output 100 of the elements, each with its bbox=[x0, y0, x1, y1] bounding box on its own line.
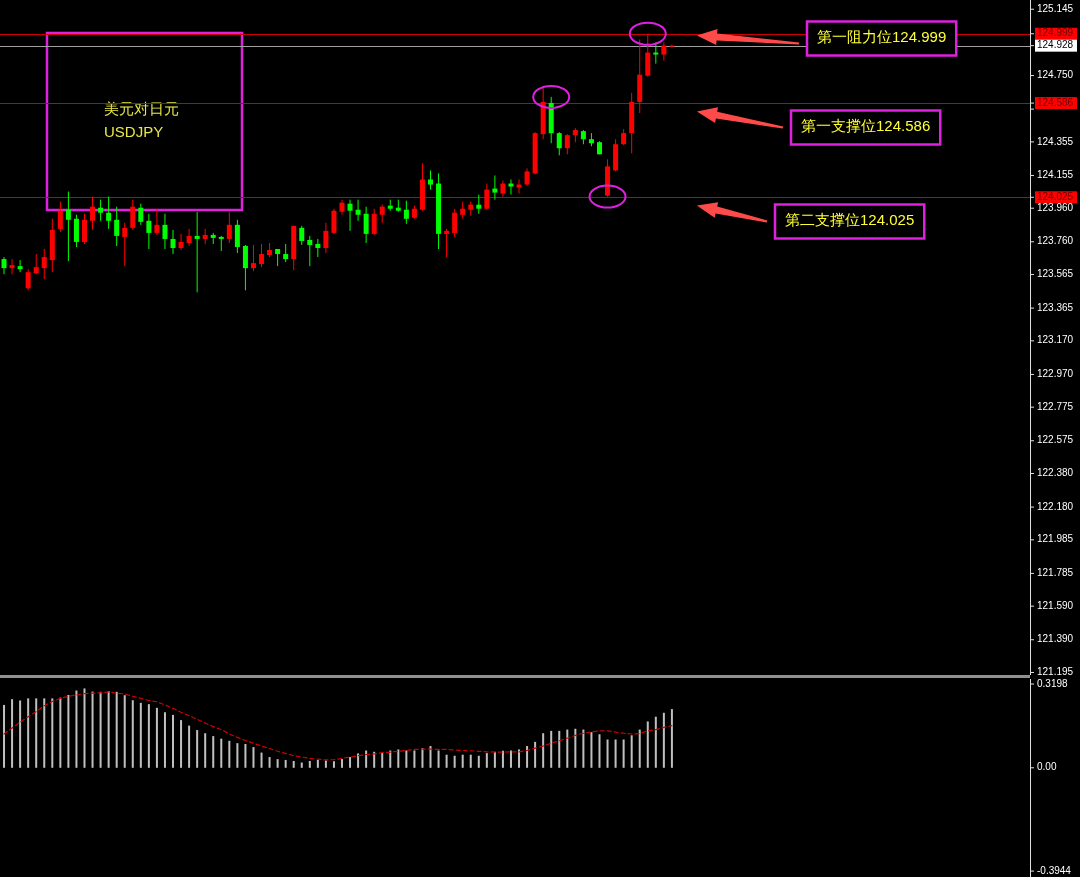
candlestick bbox=[250, 244, 256, 272]
candlestick bbox=[186, 228, 192, 247]
bar bbox=[453, 755, 456, 768]
bar bbox=[606, 739, 609, 768]
y-tick-label: 122.380 bbox=[1037, 467, 1074, 479]
candlestick bbox=[170, 229, 176, 255]
candlestick bbox=[114, 206, 120, 247]
bar bbox=[155, 707, 158, 768]
candlestick bbox=[146, 213, 152, 250]
bar bbox=[268, 757, 271, 768]
candlestick bbox=[347, 199, 353, 232]
y-tick-label: 121.985 bbox=[1037, 533, 1074, 545]
bar bbox=[228, 740, 231, 768]
y-tick-label: 123.565 bbox=[1037, 268, 1074, 280]
bar bbox=[332, 761, 335, 768]
bar bbox=[27, 698, 30, 768]
candlestick bbox=[444, 228, 450, 258]
y-tick-label: -0.3944 bbox=[1037, 864, 1072, 876]
line-series bbox=[3, 691, 673, 761]
y-tick-label: 125.145 bbox=[1037, 2, 1074, 14]
y-tick-label: 124.928 bbox=[1037, 39, 1074, 51]
bar bbox=[469, 754, 472, 768]
ref-line-label: 第一支撑位124.586 bbox=[801, 117, 931, 135]
bar bbox=[204, 733, 207, 768]
bar bbox=[276, 759, 279, 768]
candlestick bbox=[81, 213, 87, 245]
bar bbox=[582, 729, 585, 768]
candlestick bbox=[106, 196, 112, 230]
candlestick bbox=[57, 201, 63, 233]
bar bbox=[99, 691, 102, 768]
bar bbox=[51, 698, 54, 768]
bar bbox=[244, 743, 247, 768]
bar bbox=[340, 759, 343, 768]
bar bbox=[115, 691, 118, 768]
ref-line-label: 第二支撑位124.025 bbox=[785, 211, 915, 229]
bar bbox=[542, 733, 545, 768]
bar bbox=[300, 762, 303, 768]
bar bbox=[662, 712, 665, 768]
candlestick bbox=[162, 213, 168, 250]
bar bbox=[429, 746, 432, 768]
bar bbox=[212, 736, 215, 768]
bar bbox=[220, 738, 223, 768]
bar bbox=[260, 752, 263, 768]
bar bbox=[574, 728, 577, 768]
candlestick bbox=[428, 169, 434, 191]
bar bbox=[566, 729, 569, 768]
candlestick bbox=[98, 199, 104, 222]
bar bbox=[107, 691, 110, 768]
y-tick-label: 0.00 bbox=[1037, 761, 1057, 773]
candlestick bbox=[331, 208, 337, 235]
candlestick bbox=[299, 225, 305, 246]
bar bbox=[437, 750, 440, 768]
bar bbox=[598, 734, 601, 768]
bar bbox=[91, 691, 94, 768]
bar bbox=[75, 690, 78, 768]
y-tick-label: 124.155 bbox=[1037, 169, 1074, 181]
candlestick bbox=[122, 222, 128, 267]
candlestick bbox=[194, 211, 200, 293]
bar bbox=[638, 729, 641, 768]
bar bbox=[421, 748, 424, 768]
bar bbox=[188, 725, 191, 768]
candlestick bbox=[307, 235, 313, 267]
bar bbox=[397, 749, 400, 768]
candlestick bbox=[484, 183, 490, 211]
bar bbox=[405, 750, 408, 768]
bar bbox=[284, 759, 287, 768]
bar bbox=[590, 732, 593, 768]
bar bbox=[558, 730, 561, 768]
bar bbox=[550, 730, 553, 768]
bar bbox=[196, 730, 199, 768]
candlestick bbox=[492, 174, 498, 201]
bar bbox=[485, 753, 488, 768]
bar bbox=[381, 752, 384, 768]
bar bbox=[316, 759, 319, 768]
bar bbox=[357, 753, 360, 768]
bar bbox=[252, 747, 255, 768]
candlestick bbox=[65, 191, 71, 262]
bar bbox=[349, 757, 352, 768]
bar bbox=[670, 709, 673, 768]
candlestick bbox=[283, 243, 289, 263]
bar bbox=[83, 688, 86, 768]
bar bbox=[646, 721, 649, 768]
candlestick bbox=[661, 41, 667, 62]
bar bbox=[501, 750, 504, 768]
bar bbox=[614, 739, 617, 768]
candlestick bbox=[242, 244, 248, 291]
y-tick-label: 122.575 bbox=[1037, 434, 1074, 446]
candlestick bbox=[154, 208, 160, 236]
bar bbox=[180, 720, 183, 768]
bar bbox=[622, 739, 625, 768]
bar bbox=[236, 743, 239, 768]
bar bbox=[139, 702, 142, 768]
candlestick bbox=[33, 253, 39, 275]
bar bbox=[526, 746, 529, 768]
y-tick-label: 121.195 bbox=[1037, 666, 1074, 678]
bar bbox=[292, 760, 295, 768]
y-tick-label: 124.586 bbox=[1037, 96, 1074, 108]
y-tick-label: 123.170 bbox=[1037, 334, 1074, 346]
bar bbox=[163, 712, 166, 768]
bar bbox=[131, 700, 134, 768]
